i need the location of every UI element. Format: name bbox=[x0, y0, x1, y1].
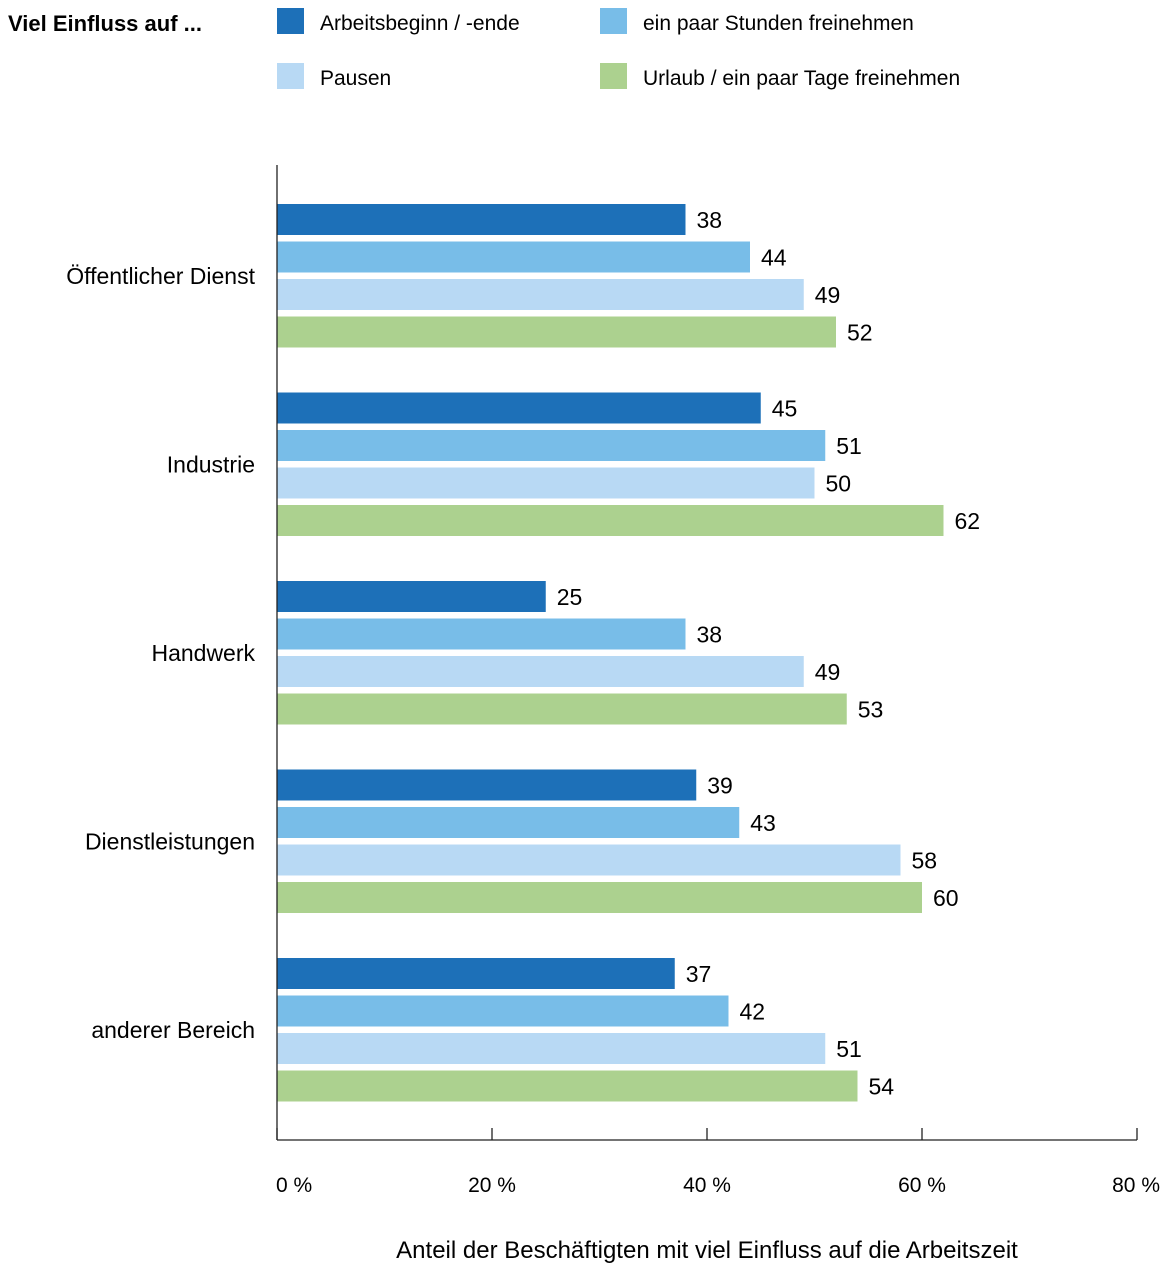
bar bbox=[277, 241, 750, 273]
value-label: 52 bbox=[847, 320, 873, 346]
bar bbox=[277, 1033, 826, 1064]
value-label: 45 bbox=[772, 396, 798, 422]
bar bbox=[277, 430, 826, 461]
legend-title: Viel Einfluss auf ... bbox=[8, 11, 202, 36]
x-tick-label: 80 % bbox=[1112, 1174, 1160, 1197]
value-label: 49 bbox=[815, 659, 841, 685]
bars: Öffentlicher Dienst38444952Industrie4551… bbox=[66, 204, 980, 1102]
legend-swatch bbox=[277, 63, 304, 89]
bar bbox=[277, 693, 847, 725]
legend-label: Urlaub / ein paar Tage freinehmen bbox=[643, 67, 960, 90]
category-label: anderer Bereich bbox=[91, 1017, 255, 1043]
value-label: 38 bbox=[697, 207, 723, 233]
bar bbox=[277, 882, 922, 913]
value-label: 62 bbox=[955, 508, 981, 534]
x-tick-label: 20 % bbox=[468, 1174, 516, 1197]
legend-label: Arbeitsbeginn / -ende bbox=[320, 12, 520, 35]
x-axis-title: Anteil der Beschäftigten mit viel Einflu… bbox=[396, 1237, 1018, 1264]
value-label: 44 bbox=[761, 245, 787, 271]
value-label: 51 bbox=[836, 1036, 862, 1062]
value-label: 38 bbox=[697, 622, 723, 648]
bar bbox=[277, 204, 686, 235]
bar bbox=[277, 995, 729, 1027]
bar bbox=[277, 807, 740, 838]
bar bbox=[277, 505, 944, 536]
value-label: 39 bbox=[707, 773, 733, 799]
legend-swatch bbox=[277, 8, 304, 34]
value-label: 51 bbox=[836, 433, 862, 459]
legend-swatch bbox=[600, 8, 627, 34]
bar bbox=[277, 844, 901, 876]
category-label: Handwerk bbox=[151, 640, 255, 666]
legend-label: ein paar Stunden freinehmen bbox=[643, 12, 914, 35]
value-label: 58 bbox=[912, 848, 938, 874]
value-label: 43 bbox=[750, 810, 776, 836]
bar bbox=[277, 467, 815, 499]
bar bbox=[277, 316, 836, 348]
x-tick-label: 60 % bbox=[898, 1174, 946, 1197]
bar bbox=[277, 618, 686, 650]
value-label: 54 bbox=[869, 1074, 895, 1100]
bar bbox=[277, 1070, 858, 1102]
value-label: 25 bbox=[557, 584, 583, 610]
category-label: Dienstleistungen bbox=[85, 828, 255, 854]
x-tick-label: 0 % bbox=[276, 1174, 312, 1197]
bar bbox=[277, 581, 546, 612]
bar bbox=[277, 656, 804, 687]
bar bbox=[277, 958, 675, 989]
bar bbox=[277, 769, 697, 801]
axes bbox=[276, 165, 1137, 1141]
value-label: 53 bbox=[858, 697, 884, 723]
legend-label: Pausen bbox=[320, 67, 391, 90]
bar bbox=[277, 279, 804, 310]
value-label: 50 bbox=[826, 471, 852, 497]
legend: Arbeitsbeginn / -ende ein paar Stunden fr… bbox=[277, 8, 960, 90]
x-ticks: 0 % 20 % 40 % 60 % 80 % bbox=[276, 1128, 1160, 1197]
bar bbox=[277, 392, 761, 424]
value-label: 37 bbox=[686, 961, 712, 987]
value-label: 42 bbox=[740, 999, 766, 1025]
legend-swatch bbox=[600, 63, 627, 89]
x-tick-label: 40 % bbox=[683, 1174, 731, 1197]
category-label: Öffentlicher Dienst bbox=[66, 263, 255, 289]
category-label: Industrie bbox=[167, 451, 255, 477]
value-label: 60 bbox=[933, 885, 959, 911]
value-label: 49 bbox=[815, 282, 841, 308]
